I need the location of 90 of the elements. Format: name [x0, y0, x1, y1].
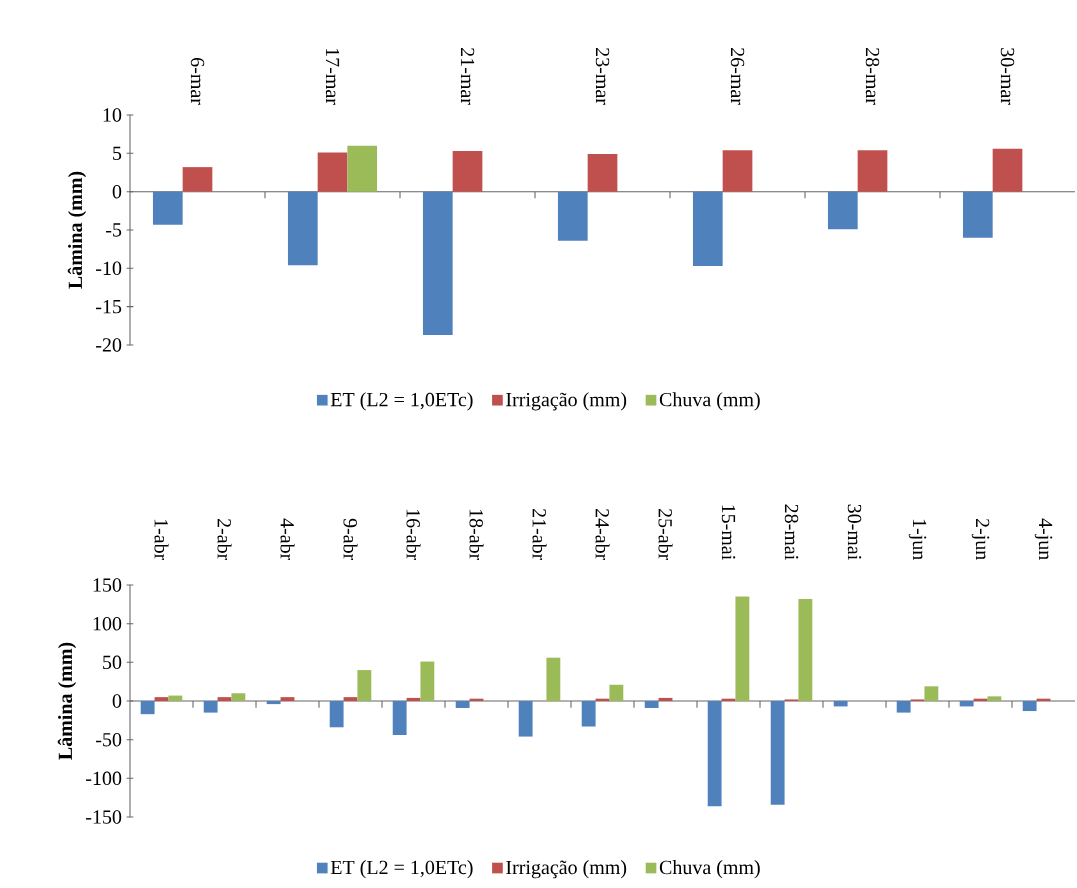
bar: [357, 670, 372, 701]
x-tick-label: 2-abr: [217, 518, 232, 561]
y-tick-label: 5: [113, 146, 122, 160]
x-tick-label: 30-mai: [847, 504, 862, 560]
bar: [154, 697, 169, 701]
legend-label: Chuva (mm): [659, 860, 760, 879]
bar: [266, 701, 281, 705]
bar: [770, 701, 785, 805]
bar: [546, 657, 561, 701]
y-tick-label: 150: [93, 578, 122, 592]
y-tick-label: 50: [103, 655, 122, 670]
y-tick-label: -150: [86, 810, 122, 824]
bar: [406, 697, 421, 701]
bar: [452, 151, 483, 192]
legend-label: Chuva (mm): [659, 392, 760, 411]
x-tick-label: 6-mar: [190, 58, 205, 105]
bar: [168, 695, 183, 701]
x-tick-label: 24-abr: [595, 508, 610, 561]
bar: [455, 701, 470, 708]
x-tick-label: 16-abr: [406, 509, 421, 561]
bar: [217, 697, 232, 701]
x-tick-label: 1-jun: [908, 519, 927, 560]
bar: [392, 701, 407, 736]
y-tick-label: -15: [96, 299, 122, 314]
bar: [609, 684, 624, 701]
x-tick-label: 25-abr: [658, 508, 673, 561]
bar: [587, 154, 618, 192]
bar: [317, 152, 348, 192]
bar: [924, 686, 939, 701]
y-axis-title: Lâmina (mm): [57, 642, 77, 760]
y-tick-label: 100: [93, 616, 122, 631]
x-tick-label: 2-jun: [971, 518, 990, 560]
bar: [280, 697, 295, 701]
x-tick-label: 1-abr: [154, 519, 169, 561]
y-tick-label: -5: [106, 223, 122, 237]
bar: [896, 701, 911, 713]
x-tick-label: 4-jun: [1034, 518, 1053, 560]
bar: [735, 596, 750, 701]
bar: [692, 191, 723, 267]
bar: [827, 191, 858, 230]
legend-label: Irrigação (mm): [506, 392, 627, 411]
y-axis-title: Lâmina (mm): [67, 171, 87, 289]
bar: [987, 696, 1002, 701]
x-tick-label: 23-mar: [595, 48, 610, 105]
x-tick-label: 9-abr: [343, 518, 358, 561]
bar: [343, 697, 358, 701]
y-tick-label: -10: [96, 261, 122, 276]
bar: [231, 693, 246, 701]
bar: [833, 701, 848, 707]
bar: [644, 701, 659, 708]
bar: [658, 697, 673, 701]
bar: [422, 191, 453, 336]
y-tick-label: -50: [96, 732, 122, 747]
bar: [140, 701, 155, 715]
x-tick-label: 18-abr: [469, 509, 484, 561]
bar: [557, 191, 588, 241]
legend-label: ET (L2 = 1,0ETc): [330, 392, 473, 411]
x-tick-label: 21-mar: [460, 48, 475, 105]
x-tick-label: 15-mai: [721, 505, 736, 560]
x-tick-label: 17-mar: [325, 48, 340, 105]
y-tick-label: -100: [86, 771, 122, 786]
legend-label: Irrigação (mm): [506, 860, 627, 879]
x-tick-label: 28-mai: [784, 504, 799, 560]
y-tick-label: -20: [96, 338, 122, 352]
x-tick-label: 30-mar: [1000, 48, 1015, 105]
x-tick-label: 26-mar: [730, 48, 745, 105]
bar: [707, 701, 722, 807]
bar: [1022, 701, 1037, 712]
bar: [152, 191, 183, 225]
bar: [287, 191, 318, 266]
bar: [581, 701, 596, 727]
legend-label: ET (L2 = 1,0ETc): [330, 860, 473, 879]
bar: [518, 701, 533, 737]
y-tick-label: 0: [112, 184, 122, 199]
bar: [329, 701, 344, 728]
bar: [962, 191, 993, 238]
bar: [798, 598, 813, 701]
bar: [992, 148, 1023, 192]
x-tick-label: 4-abr: [280, 518, 295, 561]
x-tick-label: 28-mar: [865, 48, 880, 105]
bar: [182, 167, 213, 192]
bar: [857, 150, 888, 192]
bar: [959, 701, 974, 707]
x-tick-label: 21-abr: [532, 508, 547, 561]
y-tick-label: 0: [112, 694, 122, 708]
bar: [203, 701, 218, 713]
bar: [347, 145, 378, 192]
bar: [420, 661, 435, 701]
bar: [722, 150, 753, 192]
y-tick-label: 10: [103, 108, 122, 122]
